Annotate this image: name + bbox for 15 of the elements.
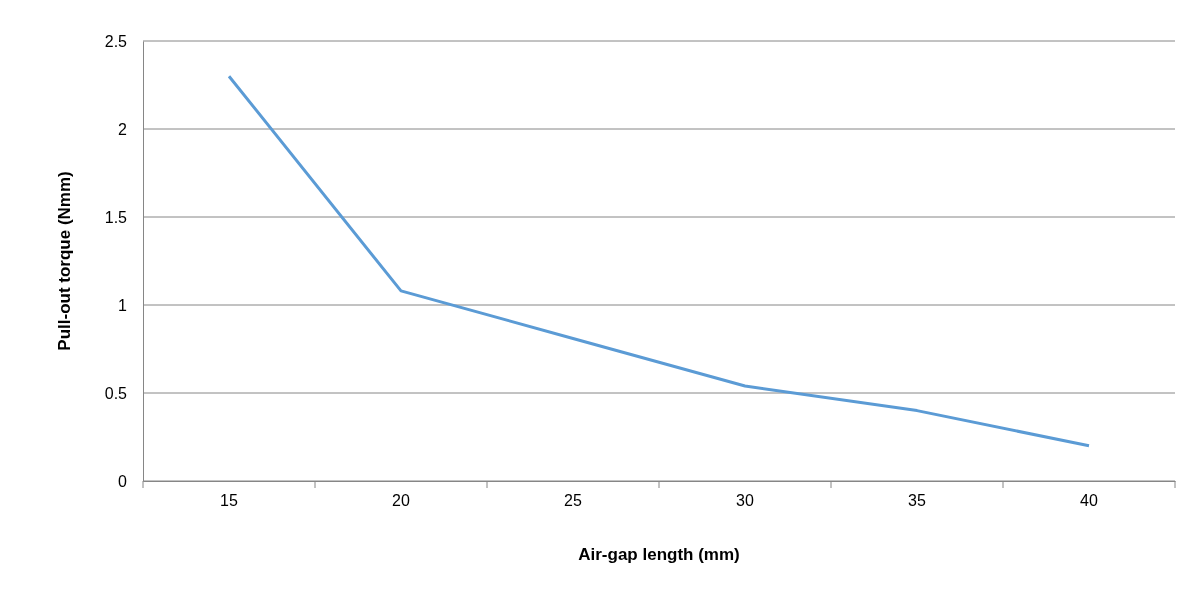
x-tick-label: 20 <box>392 492 410 510</box>
y-tick-label: 2.5 <box>104 32 128 50</box>
y-tick-label: 0.5 <box>104 384 128 402</box>
y-tick-label: 1 <box>118 296 128 314</box>
x-tick-label: 40 <box>1080 492 1098 510</box>
x-tick-label: 15 <box>220 492 238 510</box>
x-tick-label: 30 <box>736 492 754 510</box>
y-tick-label: 0 <box>118 472 128 490</box>
y-tick-label: 2 <box>118 120 128 138</box>
y-tick-label: 1.5 <box>104 208 128 226</box>
x-tick-label: 25 <box>564 492 582 510</box>
x-axis-title: Air-gap length (mm) <box>578 545 740 564</box>
line-series <box>227 74 1091 448</box>
x-tick-label: 35 <box>908 492 926 510</box>
y-axis-title: Pull-out torque (Nmm) <box>55 171 74 351</box>
